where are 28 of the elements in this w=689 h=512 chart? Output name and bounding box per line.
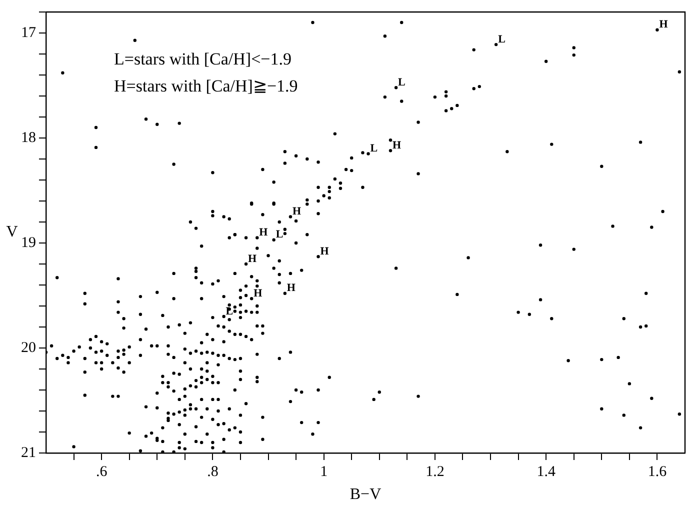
annotation: H xyxy=(259,226,268,239)
y-tick-label: 21 xyxy=(21,444,36,461)
annotation: H xyxy=(248,252,258,265)
x-tick-label: 1.6 xyxy=(648,464,668,480)
annotation: L xyxy=(398,76,406,88)
annotation: H xyxy=(254,287,263,300)
annotation: L xyxy=(498,33,506,46)
y-axis-title: V xyxy=(6,224,18,241)
annotation: H xyxy=(320,245,330,258)
annotation: H xyxy=(292,206,302,218)
annotation: L=stars with [Ca/H]<−1.9 xyxy=(114,49,292,68)
y-tick-label: 19 xyxy=(21,234,36,251)
y-tick-label: 18 xyxy=(21,130,36,146)
annotation: L xyxy=(370,142,378,155)
annotation: L xyxy=(276,228,284,241)
annotation: H xyxy=(659,18,668,31)
annotation: H xyxy=(392,139,402,152)
x-tick-label: .6 xyxy=(96,464,108,480)
x-tick-label: 1 xyxy=(320,464,328,480)
annotation: H=stars with [Ca/H]≧−1.9 xyxy=(114,76,298,96)
annotation: L xyxy=(226,305,234,318)
y-tick-label: 17 xyxy=(21,24,36,41)
x-axis-title: B−V xyxy=(350,486,382,504)
y-tick-label: 20 xyxy=(21,340,36,356)
x-tick-label: 1.4 xyxy=(536,464,556,480)
x-tick-label: .8 xyxy=(207,464,218,480)
annotation: H xyxy=(286,282,296,294)
x-tick-label: 1.2 xyxy=(426,464,444,480)
